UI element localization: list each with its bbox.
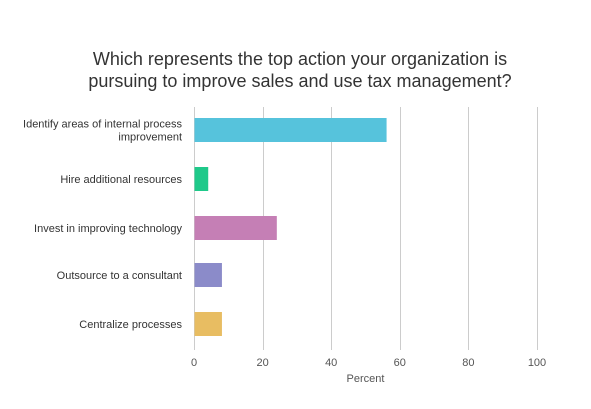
category-label-line: Hire additional resources xyxy=(60,174,182,186)
category-label: Invest in improving technology xyxy=(34,223,182,235)
tick-label: 100 xyxy=(528,357,546,369)
category-label-line: Identify areas of internal process xyxy=(23,119,182,131)
bar xyxy=(194,312,222,336)
bar xyxy=(194,118,387,142)
tick-label: 40 xyxy=(325,357,337,369)
category-label-line: Invest in improving technology xyxy=(34,223,182,235)
category-label-line: Outsource to a consultant xyxy=(57,270,182,282)
tick-label: 0 xyxy=(191,357,197,369)
tick-label: 80 xyxy=(462,357,474,369)
chart-title-line-1: Which represents the top action your org… xyxy=(92,49,508,69)
category-label: Outsource to a consultant xyxy=(57,270,182,282)
bar xyxy=(194,216,277,240)
x-axis-label: Percent xyxy=(347,373,385,385)
category-label-line: Centralize processes xyxy=(79,319,182,331)
tick-label: 60 xyxy=(394,357,406,369)
bar xyxy=(194,263,222,287)
category-label: Centralize processes xyxy=(79,319,182,331)
tick-label: 20 xyxy=(256,357,268,369)
category-label: Identify areas of internal process improv… xyxy=(23,119,182,144)
chart-title: Which represents the top action your org… xyxy=(60,48,540,92)
category-label-line: improvement xyxy=(118,132,182,144)
chart-title-line-2: pursuing to improve sales and use tax ma… xyxy=(88,71,512,91)
bar xyxy=(194,167,209,191)
category-label: Hire additional resources xyxy=(60,174,182,186)
